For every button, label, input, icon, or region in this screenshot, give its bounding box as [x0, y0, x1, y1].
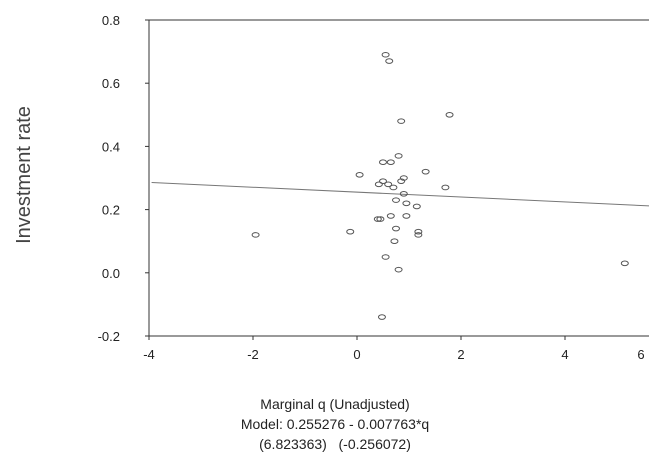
- data-point: [441, 184, 450, 191]
- regression-line: [151, 181, 649, 207]
- y-tick-label: 0.0: [102, 266, 120, 281]
- data-point: [377, 314, 386, 320]
- x-tick-label: 2: [457, 347, 464, 362]
- x-tick-label: -4: [143, 347, 155, 362]
- data-points: [251, 51, 629, 320]
- x-tick-label: 0: [353, 347, 360, 362]
- data-point: [379, 178, 387, 184]
- data-point: [620, 260, 629, 267]
- y-tick-label: 0.8: [102, 13, 120, 28]
- data-point: [399, 175, 408, 181]
- data-point: [392, 197, 400, 203]
- x-tick-label: 6: [637, 347, 644, 362]
- data-point: [445, 112, 454, 118]
- x-tick-label: 4: [561, 347, 568, 362]
- y-tick-label: 0.6: [102, 76, 120, 91]
- data-point: [381, 254, 390, 260]
- data-point: [392, 225, 400, 232]
- data-point: [251, 232, 260, 238]
- data-point: [414, 232, 423, 238]
- data-point: [346, 228, 355, 235]
- data-point: [379, 159, 387, 165]
- model-equation: Model: 0.255276 - 0.007763*q: [240, 416, 430, 432]
- data-point: [373, 216, 382, 222]
- model-t-statistics: (6.823363) (-0.256072): [259, 436, 411, 452]
- data-point: [399, 191, 408, 197]
- data-point: [381, 51, 390, 58]
- y-axis-label: Investment rate: [13, 106, 35, 244]
- x-axis-label: Marginal q (Unadjusted): [260, 396, 410, 412]
- data-point: [421, 168, 430, 175]
- data-point: [414, 228, 423, 235]
- data-point: [394, 153, 403, 159]
- data-point: [385, 58, 394, 64]
- y-tick-label: 0.4: [102, 139, 120, 154]
- data-point: [402, 200, 411, 207]
- data-point: [397, 118, 406, 124]
- data-point: [374, 181, 383, 188]
- data-point: [397, 178, 406, 184]
- data-point: [355, 172, 364, 178]
- y-tick-label: 0.2: [102, 203, 120, 218]
- data-point: [390, 238, 399, 244]
- data-point: [386, 213, 395, 219]
- data-point: [394, 266, 403, 273]
- y-tick-label: -0.2: [98, 329, 120, 344]
- data-point: [386, 159, 395, 165]
- data-point: [389, 184, 398, 191]
- y-tick-labels: 0.8 0.6 0.4 0.2 0.0 -0.2: [98, 13, 149, 344]
- plot-frame: [148, 19, 649, 337]
- x-tick-label: -2: [247, 347, 259, 362]
- data-point: [412, 203, 421, 210]
- x-tick-labels: -4 -2 0 2 4 6: [143, 336, 645, 362]
- data-point: [402, 213, 411, 219]
- data-point: [384, 181, 393, 188]
